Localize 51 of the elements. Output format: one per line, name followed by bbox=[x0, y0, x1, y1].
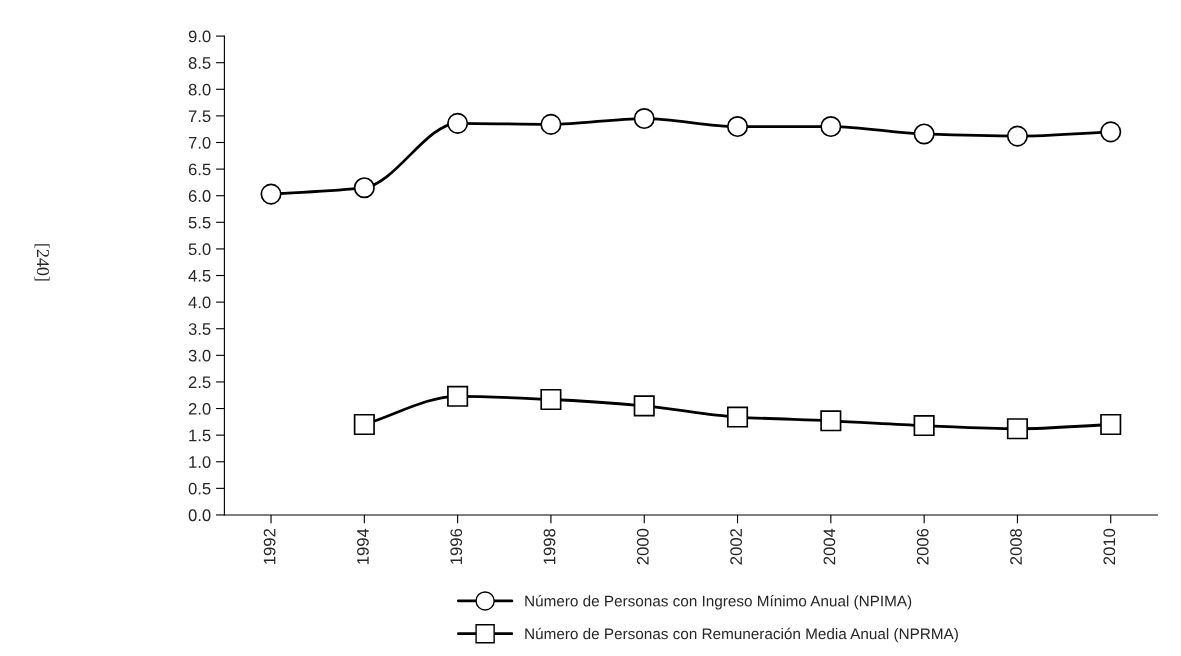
y-tick-label: 4.5 bbox=[188, 270, 211, 282]
y-tick-label: 8.0 bbox=[188, 83, 211, 96]
point bbox=[633, 395, 655, 417]
y-tick-label: 5.0 bbox=[188, 243, 211, 256]
x-tick-label: 2000 bbox=[636, 528, 649, 565]
point bbox=[1100, 121, 1122, 143]
y-tick-label: 7.5 bbox=[188, 110, 211, 123]
point bbox=[820, 410, 842, 432]
point bbox=[913, 123, 935, 145]
x-tick-label: 1996 bbox=[450, 528, 463, 564]
point bbox=[540, 388, 562, 411]
y-tick-label: 1.0 bbox=[189, 456, 211, 468]
point bbox=[447, 385, 469, 407]
point bbox=[726, 115, 749, 138]
y-tick-label: 8.5 bbox=[188, 57, 211, 69]
x-tick-label: 2010 bbox=[1103, 528, 1116, 565]
x-tick-label: 2002 bbox=[730, 528, 743, 565]
x-tick-label: 1994 bbox=[357, 528, 369, 564]
x-tick-label: 1992 bbox=[263, 528, 276, 564]
y-tick-label: 2.5 bbox=[188, 376, 211, 389]
y-tick-label: 5.5 bbox=[188, 216, 211, 229]
x-tick-label: 1998 bbox=[543, 528, 556, 564]
y-tick-label: 1.5 bbox=[189, 429, 211, 442]
y-tick-label: 2.0 bbox=[188, 402, 211, 415]
x-tick-label: 2004 bbox=[823, 528, 836, 565]
y-tick-label: 9.0 bbox=[188, 30, 211, 43]
point bbox=[726, 406, 749, 428]
text: [240] bbox=[34, 244, 50, 281]
point bbox=[1006, 418, 1028, 440]
point bbox=[353, 413, 375, 436]
y-tick-label: 3.0 bbox=[188, 349, 211, 362]
point bbox=[447, 112, 469, 134]
point bbox=[260, 183, 282, 205]
point bbox=[633, 107, 655, 130]
y-tick-label: 0.0 bbox=[188, 509, 211, 522]
point bbox=[913, 415, 935, 437]
point bbox=[820, 115, 842, 138]
legend-label: Número de Personas con Remuneración Media Anual (NPRMA) bbox=[525, 627, 958, 643]
y-tick-label: 6.0 bbox=[188, 190, 211, 202]
point bbox=[1100, 413, 1122, 436]
y-tick-label: 7.0 bbox=[188, 136, 211, 149]
point bbox=[540, 113, 562, 135]
y-tick-label: 6.5 bbox=[188, 163, 211, 176]
x-tick-label: 2008 bbox=[1010, 528, 1022, 565]
x-tick-label: 2006 bbox=[916, 528, 929, 565]
y-tick-label: 0.5 bbox=[188, 482, 211, 495]
legend-label: Número de Personas con Ingreso Mínimo Anual (NPIMA) bbox=[525, 595, 912, 610]
point bbox=[353, 177, 375, 199]
point bbox=[1006, 125, 1028, 147]
y-tick-label: 4.0 bbox=[188, 296, 211, 309]
y-tick-label: 3.5 bbox=[188, 323, 211, 335]
